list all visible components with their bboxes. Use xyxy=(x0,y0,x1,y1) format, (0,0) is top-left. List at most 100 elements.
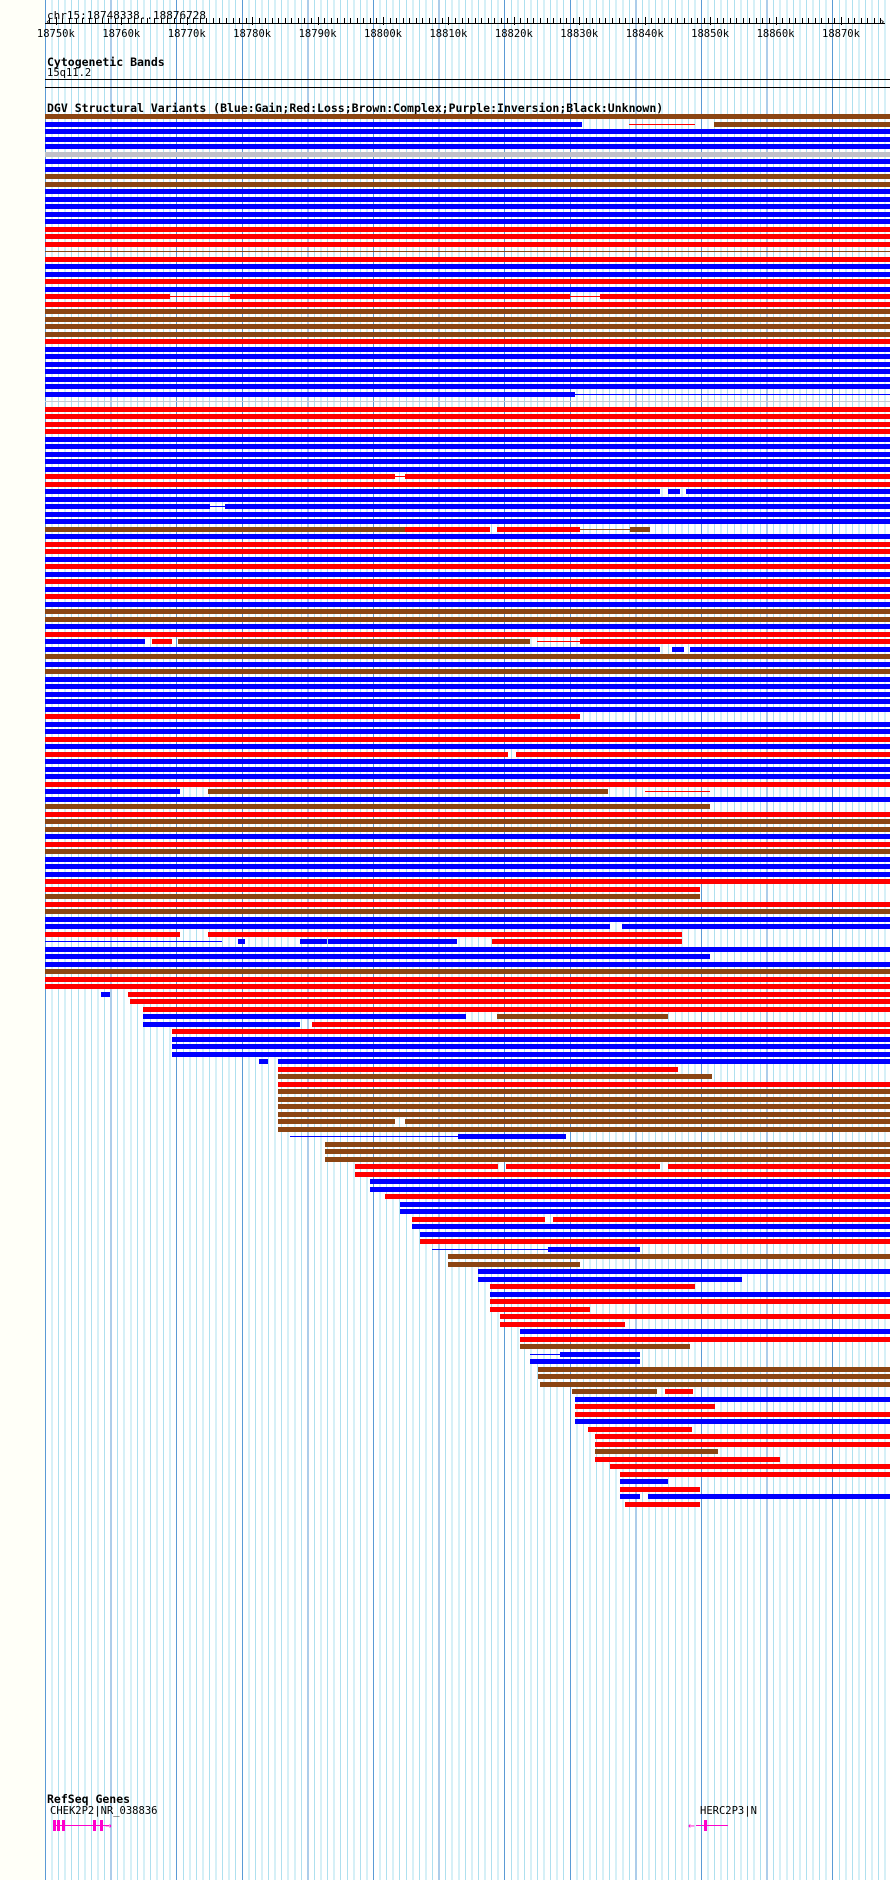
dgv-feature-segment[interactable] xyxy=(172,1029,890,1034)
dgv-feature-segment[interactable] xyxy=(45,669,890,674)
dgv-feature-segment[interactable] xyxy=(45,639,145,644)
dgv-feature-segment[interactable] xyxy=(45,459,890,464)
dgv-feature-segment[interactable] xyxy=(575,1404,715,1409)
dgv-feature-segment[interactable] xyxy=(45,174,890,179)
dgv-feature-connector[interactable] xyxy=(645,791,710,792)
dgv-feature-segment[interactable] xyxy=(45,286,890,292)
dgv-feature-segment[interactable] xyxy=(259,1059,268,1064)
genome-ruler[interactable]: chr15:18748338..18876728 18750k 18760k 187… xyxy=(0,0,890,46)
dgv-feature-segment[interactable] xyxy=(540,1381,890,1387)
dgv-feature-segment[interactable] xyxy=(538,1374,890,1379)
dgv-feature-segment[interactable] xyxy=(45,826,890,832)
dgv-feature-segment[interactable] xyxy=(278,1074,712,1079)
dgv-feature-segment[interactable] xyxy=(45,541,890,547)
dgv-feature-segment[interactable] xyxy=(45,436,890,442)
dgv-feature-segment[interactable] xyxy=(520,1329,890,1334)
dgv-feature-segment[interactable] xyxy=(45,969,890,974)
dgv-feature-segment[interactable] xyxy=(225,504,890,509)
dgv-feature-segment[interactable] xyxy=(300,939,327,944)
dgv-feature-segment[interactable] xyxy=(128,991,890,997)
dgv-feature-segment[interactable] xyxy=(45,624,890,629)
dgv-feature-segment[interactable] xyxy=(45,204,890,209)
dgv-feature-segment[interactable] xyxy=(45,909,890,914)
dgv-feature-segment[interactable] xyxy=(45,196,890,202)
dgv-feature-segment[interactable] xyxy=(208,789,608,794)
dgv-feature-segment[interactable] xyxy=(355,1164,498,1169)
dgv-feature-segment[interactable] xyxy=(45,706,890,712)
dgv-feature-segment[interactable] xyxy=(448,1261,580,1267)
dgv-feature-segment[interactable] xyxy=(575,1389,657,1394)
dgv-feature-segment[interactable] xyxy=(500,1314,890,1319)
gene-exon-block[interactable] xyxy=(57,1820,60,1831)
dgv-feature-segment[interactable] xyxy=(45,339,890,344)
dgv-feature-segment[interactable] xyxy=(45,534,890,539)
dgv-feature-segment[interactable] xyxy=(45,466,890,472)
dgv-feature-segment[interactable] xyxy=(45,384,890,389)
dgv-feature-segment[interactable] xyxy=(538,1366,890,1372)
dgv-feature-segment[interactable] xyxy=(45,504,210,509)
dgv-feature-segment[interactable] xyxy=(355,1171,890,1177)
dgv-feature-segment[interactable] xyxy=(45,841,890,847)
dgv-feature-segment[interactable] xyxy=(45,234,890,239)
dgv-feature-segment[interactable] xyxy=(572,1389,575,1394)
dgv-feature-segment[interactable] xyxy=(412,1216,545,1222)
dgv-feature-segment[interactable] xyxy=(45,691,890,697)
dgv-feature-segment[interactable] xyxy=(648,1494,890,1499)
dgv-feature-connector[interactable] xyxy=(290,1136,458,1137)
dgv-feature-segment[interactable] xyxy=(130,999,890,1004)
dgv-feature-connector[interactable] xyxy=(170,296,230,297)
dgv-feature-segment[interactable] xyxy=(620,1479,668,1484)
dgv-feature-segment[interactable] xyxy=(172,1036,890,1042)
dgv-feature-segment[interactable] xyxy=(238,939,245,944)
dgv-feature-connector[interactable] xyxy=(432,1248,548,1250)
dgv-feature-segment[interactable] xyxy=(45,129,890,134)
dgv-feature-segment[interactable] xyxy=(45,864,890,869)
dgv-feature-segment[interactable] xyxy=(45,481,890,487)
dgv-feature-segment[interactable] xyxy=(400,1201,890,1207)
dgv-feature-segment[interactable] xyxy=(45,594,890,599)
dgv-feature-segment[interactable] xyxy=(370,1179,890,1184)
dgv-feature-segment[interactable] xyxy=(45,496,890,502)
dgv-feature-segment[interactable] xyxy=(45,211,890,217)
dgv-feature-segment[interactable] xyxy=(45,346,890,352)
dgv-feature-connector[interactable] xyxy=(570,296,600,297)
dgv-feature-segment[interactable] xyxy=(575,1411,890,1417)
dgv-feature-segment[interactable] xyxy=(45,489,660,494)
dgv-feature-segment[interactable] xyxy=(45,451,890,457)
dgv-feature-segment[interactable] xyxy=(45,601,890,607)
dgv-feature-segment[interactable] xyxy=(45,616,890,622)
dgv-feature-segment[interactable] xyxy=(595,1434,890,1439)
dgv-feature-segment[interactable] xyxy=(278,1104,890,1109)
dgv-feature-segment[interactable] xyxy=(45,181,890,187)
dgv-feature-segment[interactable] xyxy=(45,946,890,952)
dgv-feature-segment[interactable] xyxy=(143,1021,300,1027)
dgv-feature-segment[interactable] xyxy=(580,639,890,644)
dgv-feature-segment[interactable] xyxy=(45,781,890,787)
dgv-feature-segment[interactable] xyxy=(45,376,890,382)
dgv-feature-segment[interactable] xyxy=(45,751,508,757)
dgv-feature-connector[interactable] xyxy=(580,528,630,530)
dgv-feature-segment[interactable] xyxy=(595,1456,780,1462)
dgv-feature-segment[interactable] xyxy=(500,1321,625,1327)
dgv-feature-segment[interactable] xyxy=(45,684,890,689)
dgv-feature-segment[interactable] xyxy=(45,121,582,127)
cytoband-bar[interactable] xyxy=(45,79,890,80)
gene-exon-block[interactable] xyxy=(100,1820,103,1831)
dgv-feature-segment[interactable] xyxy=(412,1224,890,1229)
dgv-feature-connector[interactable] xyxy=(210,506,225,507)
gene-exon-block[interactable] xyxy=(93,1820,96,1831)
dgv-feature-segment[interactable] xyxy=(45,954,710,959)
dgv-feature-segment[interactable] xyxy=(625,1501,700,1507)
dgv-feature-segment[interactable] xyxy=(45,856,890,862)
dgv-feature-segment[interactable] xyxy=(152,639,172,644)
dgv-feature-segment[interactable] xyxy=(630,526,650,532)
dgv-feature-segment[interactable] xyxy=(45,676,890,682)
dgv-feature-segment[interactable] xyxy=(595,1449,718,1454)
dgv-feature-segment[interactable] xyxy=(492,939,682,944)
dgv-feature-segment[interactable] xyxy=(405,1119,890,1124)
dgv-feature-segment[interactable] xyxy=(45,511,890,517)
dgv-feature-segment[interactable] xyxy=(45,421,890,427)
dgv-feature-segment[interactable] xyxy=(45,661,890,667)
dgv-feature-segment[interactable] xyxy=(45,114,890,119)
